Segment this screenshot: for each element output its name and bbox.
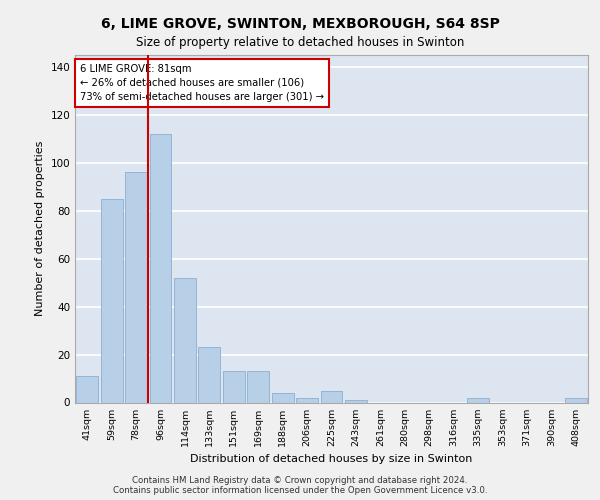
Bar — [149, 134, 172, 402]
Bar — [320, 390, 343, 402]
Bar — [467, 398, 489, 402]
Bar — [76, 376, 98, 402]
Bar — [247, 372, 269, 402]
Bar — [125, 172, 147, 402]
X-axis label: Distribution of detached houses by size in Swinton: Distribution of detached houses by size … — [190, 454, 473, 464]
Text: Contains public sector information licensed under the Open Government Licence v3: Contains public sector information licen… — [113, 486, 487, 495]
Bar — [345, 400, 367, 402]
Bar — [101, 199, 122, 402]
Bar — [565, 398, 587, 402]
Text: Contains HM Land Registry data © Crown copyright and database right 2024.: Contains HM Land Registry data © Crown c… — [132, 476, 468, 485]
Bar — [199, 348, 220, 403]
Text: 6 LIME GROVE: 81sqm
← 26% of detached houses are smaller (106)
73% of semi-detac: 6 LIME GROVE: 81sqm ← 26% of detached ho… — [80, 64, 324, 102]
Y-axis label: Number of detached properties: Number of detached properties — [35, 141, 45, 316]
Bar — [272, 393, 293, 402]
Text: 6, LIME GROVE, SWINTON, MEXBOROUGH, S64 8SP: 6, LIME GROVE, SWINTON, MEXBOROUGH, S64 … — [101, 18, 499, 32]
Bar — [223, 372, 245, 402]
Text: Size of property relative to detached houses in Swinton: Size of property relative to detached ho… — [136, 36, 464, 49]
Bar — [174, 278, 196, 402]
Bar — [296, 398, 318, 402]
